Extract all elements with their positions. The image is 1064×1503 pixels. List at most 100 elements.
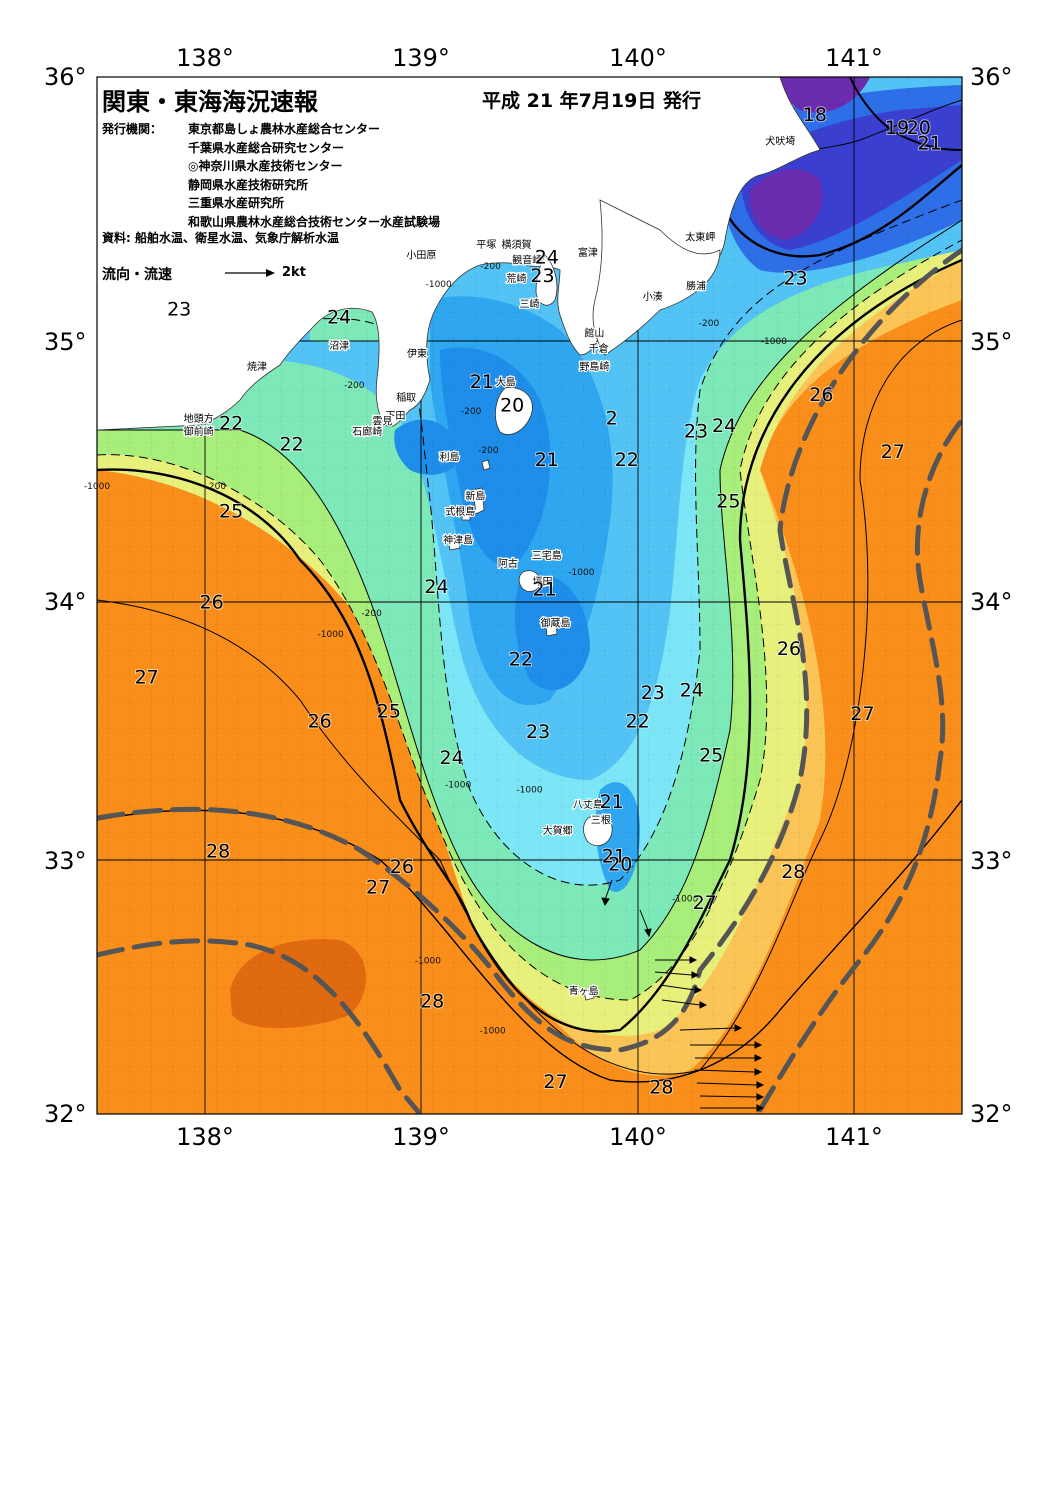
place-label: 三宅島 — [532, 549, 562, 562]
temperature-label: 27 — [366, 877, 390, 899]
place-label: 利島 — [440, 451, 460, 464]
legend-arrow-icon — [225, 269, 275, 277]
place-label: 観音崎 — [512, 254, 542, 267]
temperature-label: 23 — [684, 420, 708, 442]
depth-label: -1000 — [516, 786, 542, 796]
publisher-item: 千葉県水産総合研究センター — [188, 140, 345, 155]
left-lat-label: 32° — [44, 1100, 87, 1128]
map-title: 関東・東海海況速報 — [102, 88, 318, 116]
place-label: 小田原 — [406, 250, 436, 262]
top-lon-label: 140° — [609, 44, 667, 72]
place-label: 八丈島 — [573, 798, 603, 811]
depth-label: -200 — [361, 609, 382, 619]
temperature-label: 24 — [424, 576, 448, 598]
bottom-lon-label: 139° — [392, 1123, 450, 1151]
place-label: 富津 — [578, 246, 598, 259]
place-label: 稲取 — [396, 392, 416, 404]
place-label: 式根島 — [445, 505, 475, 518]
temperature-label: 18 — [803, 104, 827, 126]
temperature-label: 2 — [606, 407, 618, 429]
temperature-label: 23 — [783, 267, 807, 289]
temperature-label: 21 — [533, 579, 557, 601]
axis-labels: 138° 139° 140° 141° 138° 139° 140° 141° … — [44, 44, 1013, 1151]
place-label: 平塚 — [476, 239, 496, 251]
publisher-item: 静岡県水産技術研究所 — [188, 177, 309, 192]
place-label: 犬吠埼 — [765, 134, 795, 147]
top-lon-label: 141° — [825, 44, 883, 72]
right-lat-label: 34° — [970, 588, 1013, 616]
temperature-label: 25 — [716, 490, 740, 512]
place-label: 荒崎 — [507, 272, 527, 285]
temperature-label: 27 — [543, 1071, 567, 1093]
issue-date: 平成 21 年7月19日 発行 — [482, 90, 701, 112]
place-label: 焼津 — [247, 361, 267, 373]
map-frame — [96, 76, 963, 1115]
mikurajima — [545, 623, 558, 637]
shikinejima — [461, 511, 471, 521]
temperature-label: 28 — [649, 1076, 673, 1098]
niijima — [472, 487, 485, 515]
left-lat-label: 33° — [44, 847, 87, 875]
publisher-item: 和歌山県農林水産総合技術センター水産試験場 — [188, 214, 441, 229]
place-label: 館山 — [584, 326, 604, 339]
temperature-label: 25 — [377, 700, 401, 722]
depth-label: -200 — [699, 319, 720, 329]
temperature-label: 26 — [777, 638, 801, 660]
place-label: 沼津 — [329, 339, 349, 352]
place-label: 新島 — [465, 490, 485, 503]
temperature-label: 24 — [440, 747, 464, 769]
publisher-item: ◎神奈川県水産技術センター — [188, 159, 343, 173]
depth-label: -1000 — [84, 482, 110, 492]
temperature-label: 27 — [881, 441, 905, 463]
place-label: 三根 — [591, 814, 611, 827]
temperature-label: 19 — [885, 117, 909, 139]
temperature-label: 22 — [509, 649, 533, 671]
legend-value: 2kt — [282, 265, 306, 280]
place-label: 野島崎 — [579, 360, 609, 373]
publishers-list: 東京都島しょ農林水産総合センター 千葉県水産総合研究センター ◎神奈川県水産技術… — [188, 120, 440, 231]
bottom-lon-label: 138° — [176, 1123, 234, 1151]
place-label: 勝浦 — [686, 280, 706, 293]
izu-oshima — [495, 387, 533, 435]
depth-label: -1000 — [318, 630, 344, 640]
depth-label: -1000 — [445, 780, 471, 790]
place-label: 横須賀 — [502, 238, 532, 251]
bottom-lon-label: 140° — [609, 1123, 667, 1151]
depth-label: -200 — [461, 407, 482, 417]
temperature-label: 23 — [526, 721, 550, 743]
place-label: 坪田 — [533, 575, 553, 588]
miura-peninsula — [535, 254, 558, 306]
left-lat-label: 35° — [44, 328, 87, 356]
place-label: 大島 — [496, 376, 516, 389]
temperature-label: 22 — [219, 413, 243, 435]
left-lat-label: 34° — [44, 588, 87, 616]
left-lat-label: 36° — [44, 63, 87, 91]
temperature-label: 20 — [907, 117, 931, 139]
legend-label: 流向・流速 — [102, 267, 172, 283]
temperature-label: 23 — [641, 682, 665, 704]
place-label: 地頭方 — [184, 412, 214, 425]
place-label: 太東岬 — [685, 230, 715, 243]
temperature-label: 21 — [602, 846, 626, 868]
miyakejima — [518, 570, 541, 592]
temperature-label: 22 — [280, 433, 304, 455]
publishers-label: 発行機関： — [102, 122, 163, 136]
depth-label: -1000 — [415, 957, 441, 967]
place-label: 大賀郷 — [543, 824, 573, 837]
temperature-label: 28 — [781, 861, 805, 883]
right-lat-label: 32° — [970, 1100, 1013, 1128]
right-lat-label: 36° — [970, 63, 1013, 91]
place-label: 御前崎 — [184, 425, 214, 438]
current-legend: 流向・流速 2kt — [102, 264, 332, 284]
depth-label: -200 — [478, 446, 499, 456]
depth-label: -200 — [344, 381, 365, 391]
temperature-label: 23 — [167, 299, 191, 321]
kozushima — [447, 535, 461, 551]
place-label: 三崎 — [520, 298, 540, 311]
temperature-label: 21 — [470, 371, 494, 393]
depth-label: -200 — [480, 262, 501, 272]
boso-peninsula — [592, 199, 721, 356]
temperature-label: 20 — [608, 853, 632, 875]
bottom-lon-label: 141° — [825, 1123, 883, 1151]
